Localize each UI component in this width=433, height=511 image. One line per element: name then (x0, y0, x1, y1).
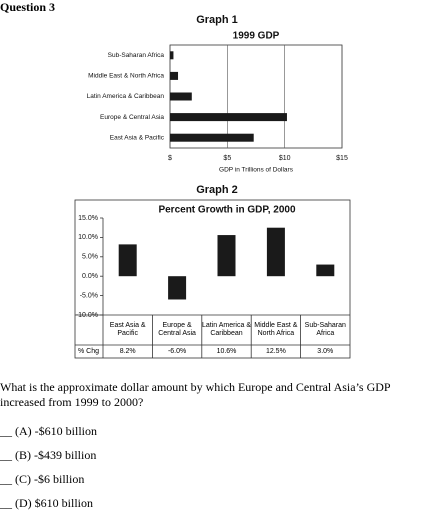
x-tick-label: $ (168, 155, 172, 162)
chart-title: 1999 GDP (233, 31, 280, 42)
x-tick-label: $10 (279, 155, 291, 162)
chart-frame (74, 199, 351, 359)
value-cell: 8.2% (119, 347, 136, 355)
y-tick-label: 0.0% (82, 273, 98, 280)
category-label: East Asia & Pacific (109, 322, 146, 337)
chart-title: Percent Growth in GDP, 2000 (158, 205, 296, 216)
y-tick-label: Latin America & Caribbean (87, 93, 165, 100)
option: __ (D) $610 billion (0, 496, 93, 510)
bar (170, 113, 287, 122)
question-label: Question 3 (0, 0, 56, 14)
option: __ (C) -$6 billion (0, 472, 85, 486)
y-tick-label: East Asia & Pacific (110, 134, 165, 141)
bar (316, 264, 335, 277)
x-tick-label: $15 (336, 155, 348, 162)
y-tick-label: Europe & Central Asia (100, 114, 164, 121)
bar (168, 276, 187, 300)
category-cell: Middle East & North Africa (254, 322, 298, 337)
x-axis-label: GDP in Trillions of Dollars (219, 167, 294, 174)
charts: Graph 1 1999 GDP $ $5 $10 $15 GDP in Trillions… (74, 14, 351, 359)
row-label-text: % Chg (78, 347, 100, 355)
prompt: What is the approximate dollar amount by… (0, 380, 391, 409)
bar (170, 133, 254, 142)
graph-heading: Graph 2 (196, 184, 238, 196)
y-tick-label: 10.0% (78, 234, 98, 241)
value-label: 8.2% (119, 347, 136, 355)
value-cell: 3.0% (317, 347, 334, 355)
bar (217, 235, 236, 277)
category-cell: Latin America & Caribbean (201, 322, 251, 337)
x-tick-label: $5 (223, 155, 231, 162)
option: __ (B) -$439 billion (0, 448, 97, 462)
category-label: Latin America & Caribbean (201, 322, 251, 337)
bar (170, 92, 192, 101)
y-tick-label: Middle East & North Africa (88, 73, 164, 80)
bar (118, 244, 137, 277)
plot-frame (169, 44, 343, 149)
value-cell: -6.0% (167, 347, 187, 355)
bar (266, 227, 285, 277)
bar (170, 51, 174, 60)
category-label: Europe & Central Asia (158, 322, 196, 337)
category-label: Sub-Saharan Africa (304, 322, 346, 337)
value-cell: 12.5% (265, 347, 286, 355)
value-label: 3.0% (317, 347, 334, 355)
y-tick-label: -5.0% (80, 292, 98, 299)
option: __ (A) -$610 billion (0, 424, 97, 438)
category-cell: Sub-Saharan Africa (304, 322, 346, 337)
category-cell: East Asia & Pacific (109, 322, 146, 337)
category-label: Middle East & North Africa (254, 322, 298, 337)
y-tick-label: Sub-Saharan Africa (108, 52, 165, 59)
value-label: 12.5% (265, 347, 286, 355)
value-label: -6.0% (167, 347, 187, 355)
category-cell: Europe & Central Asia (158, 322, 196, 337)
value-cell: 10.6% (216, 347, 237, 355)
graph-heading: Graph 1 (196, 14, 238, 26)
bar (170, 71, 179, 80)
value-label: 10.6% (216, 347, 237, 355)
y-tick-label: 5.0% (82, 254, 98, 261)
page: Question 3 Graph 1 1999 GDP $ $5 $10 $15 GDP i… (0, 0, 391, 510)
y-tick-label: 15.0% (78, 215, 98, 222)
row-label: % Chg (78, 347, 100, 355)
